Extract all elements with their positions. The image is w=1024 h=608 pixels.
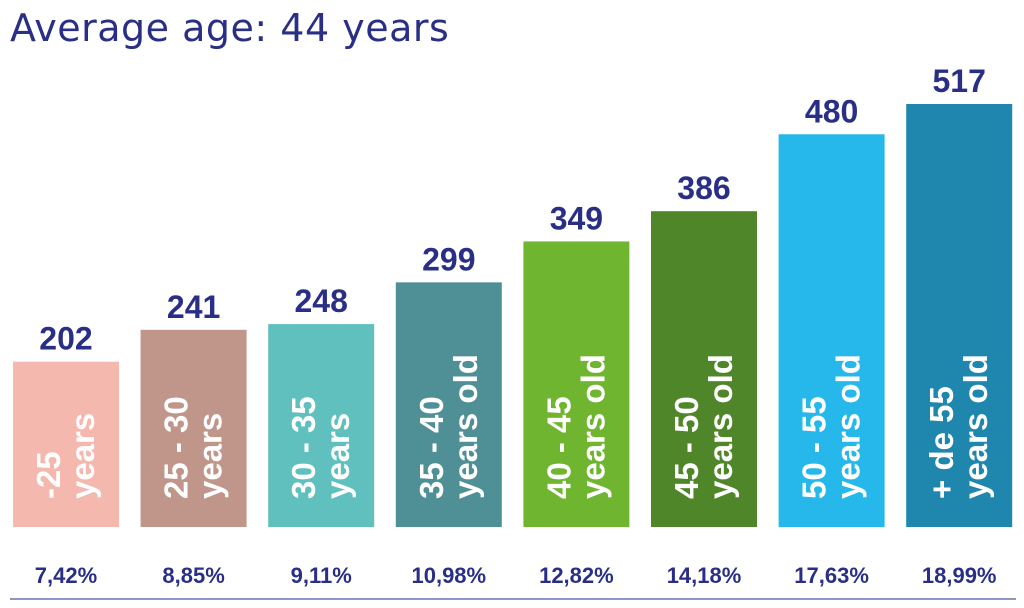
category-label-line: years <box>319 413 356 499</box>
percentage-label: 17,63% <box>794 563 869 588</box>
category-label-line: years old <box>830 354 867 499</box>
category-label-line: 40 - 45 <box>540 396 577 499</box>
category-label-line: -25 <box>30 451 67 499</box>
value-label: 299 <box>422 241 475 277</box>
percentage-label: 12,82% <box>539 563 614 588</box>
category-label-line: 35 - 40 <box>413 396 450 499</box>
category-label-line: years old <box>702 354 739 499</box>
category-label-line: 25 - 30 <box>158 396 195 499</box>
value-label: 480 <box>805 93 858 129</box>
category-label-line: + de 55 <box>923 386 960 499</box>
category-label-line: 45 - 50 <box>668 396 705 499</box>
chart-title: Average age: 44 years <box>10 6 450 50</box>
category-label-line: years old <box>957 354 994 499</box>
value-label: 349 <box>550 200 603 236</box>
category-label-line: years <box>64 413 101 499</box>
bottom-divider <box>10 598 1016 600</box>
value-label: 517 <box>933 63 986 99</box>
value-label: 202 <box>39 321 92 357</box>
category-label-line: 30 - 35 <box>285 396 322 499</box>
bar-5 <box>523 241 630 528</box>
percentage-label: 18,99% <box>922 563 997 588</box>
value-label: 248 <box>295 283 348 319</box>
percentage-label: 8,85% <box>162 563 224 588</box>
bar-2 <box>140 329 247 527</box>
category-label-line: years <box>192 413 229 499</box>
category-label-line: years old <box>447 354 484 499</box>
percentage-label: 14,18% <box>667 563 742 588</box>
value-label: 241 <box>167 289 220 325</box>
value-label: 386 <box>677 170 730 206</box>
bar-1 <box>13 361 119 527</box>
bar-8 <box>906 104 1013 527</box>
category-label-line: 50 - 55 <box>796 396 833 499</box>
category-label-line: years old <box>574 354 611 499</box>
bar-4 <box>395 282 502 527</box>
bar-6 <box>651 211 757 527</box>
percentage-label: 9,11% <box>291 563 352 588</box>
percentage-label: 10,98% <box>411 563 486 588</box>
bar-3 <box>268 324 375 527</box>
percentage-label: 7,42% <box>35 563 97 588</box>
bar-7 <box>778 134 885 528</box>
